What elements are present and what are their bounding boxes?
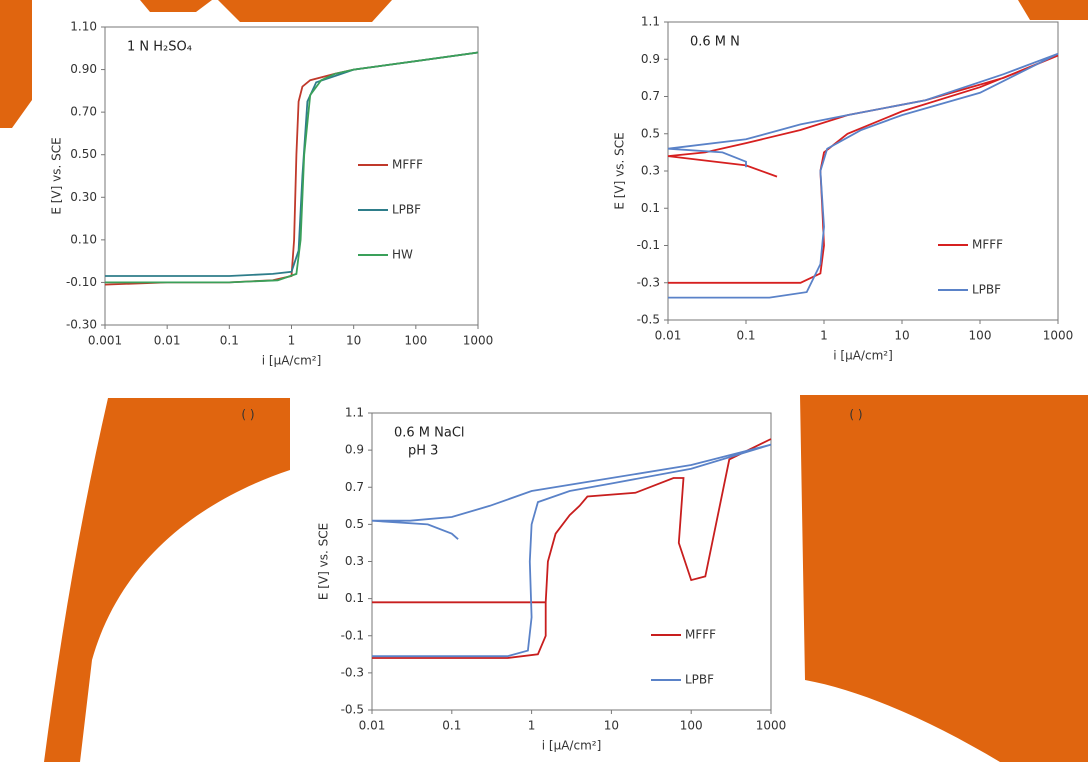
- x-tick-label: 0.01: [154, 334, 181, 348]
- x-tick-label: 0.1: [220, 334, 239, 348]
- legend-label: MFFF: [392, 158, 423, 172]
- y-axis-label: E [V] vs. SCE: [613, 132, 627, 209]
- y-tick-label: -0.3: [341, 665, 364, 679]
- annotation: 0.6 M N: [690, 35, 740, 50]
- x-tick-label: 100: [969, 329, 992, 343]
- y-tick-label: 0.1: [345, 591, 364, 605]
- series-line: [372, 439, 771, 658]
- x-tick-label: 1000: [756, 719, 787, 733]
- y-tick-label: 0.7: [641, 89, 660, 103]
- y-tick-label: 0.7: [345, 480, 364, 494]
- x-tick-label: 0.001: [88, 334, 122, 348]
- y-axis-label: E [V] vs. SCE: [50, 137, 64, 214]
- legend-label: MFFF: [685, 628, 716, 642]
- legend-label: LPBF: [972, 283, 1001, 297]
- x-tick-label: 0.01: [655, 329, 682, 343]
- y-tick-label: -0.1: [341, 628, 364, 642]
- legend-label: MFFF: [972, 238, 1003, 252]
- y-tick-label: 1.10: [70, 20, 97, 34]
- x-tick-label: 10: [894, 329, 909, 343]
- annotation: 1 N H₂SO₄: [127, 40, 192, 55]
- x-tick-label: 1: [288, 334, 296, 348]
- x-tick-label: 1: [820, 329, 828, 343]
- y-tick-label: -0.3: [637, 275, 660, 289]
- y-tick-label: -0.30: [66, 318, 97, 332]
- decoration: [0, 0, 1088, 762]
- y-tick-label: 1.1: [345, 406, 364, 420]
- x-axis-label: i [μA/cm²]: [262, 354, 322, 368]
- y-tick-label: -0.10: [66, 275, 97, 289]
- y-tick-label: -0.1: [637, 238, 660, 252]
- y-tick-label: 0.10: [70, 232, 97, 246]
- y-tick-label: 0.5: [345, 517, 364, 531]
- caption: ( ): [849, 408, 862, 422]
- series-line: [668, 54, 1058, 298]
- x-axis-label: i [μA/cm²]: [833, 349, 893, 363]
- plot-frame: [105, 27, 478, 325]
- x-tick-label: 10: [346, 334, 361, 348]
- y-tick-label: 0.5: [641, 126, 660, 140]
- legend-label: LPBF: [392, 203, 421, 217]
- x-tick-label: 1000: [463, 334, 494, 348]
- y-tick-label: 0.3: [641, 164, 660, 178]
- x-tick-label: 0.01: [359, 719, 386, 733]
- x-tick-label: 100: [680, 719, 703, 733]
- y-tick-label: -0.5: [637, 313, 660, 327]
- y-tick-label: 1.1: [641, 15, 660, 29]
- y-tick-label: 0.9: [641, 52, 660, 66]
- y-tick-label: 0.50: [70, 147, 97, 161]
- legend-label: LPBF: [685, 673, 714, 687]
- y-tick-label: 0.90: [70, 62, 97, 76]
- x-tick-label: 1000: [1043, 329, 1074, 343]
- figure: ( ) ( ) -0.30 -0.10 0.10 0.30 0.50 0.70 0.90 1.…: [0, 0, 1088, 762]
- y-axis-label: E [V] vs. SCE: [317, 523, 331, 600]
- annotation: 0.6 M NaCl: [394, 426, 465, 441]
- x-tick-label: 0.1: [442, 719, 461, 733]
- x-tick-label: 1: [528, 719, 536, 733]
- x-axis-label: i [μA/cm²]: [542, 739, 602, 753]
- caption: ( ): [241, 408, 254, 422]
- y-tick-label: 0.3: [345, 554, 364, 568]
- plot-frame: [668, 22, 1058, 320]
- y-tick-label: 0.30: [70, 190, 97, 204]
- y-tick-label: -0.5: [341, 703, 364, 717]
- x-tick-label: 0.1: [736, 329, 755, 343]
- y-tick-label: 0.9: [345, 443, 364, 457]
- legend-label: HW: [392, 248, 413, 262]
- x-tick-label: 10: [604, 719, 619, 733]
- x-tick-label: 100: [404, 334, 427, 348]
- y-tick-label: 0.1: [641, 201, 660, 215]
- annotation: pH 3: [408, 444, 438, 459]
- y-tick-label: 0.70: [70, 105, 97, 119]
